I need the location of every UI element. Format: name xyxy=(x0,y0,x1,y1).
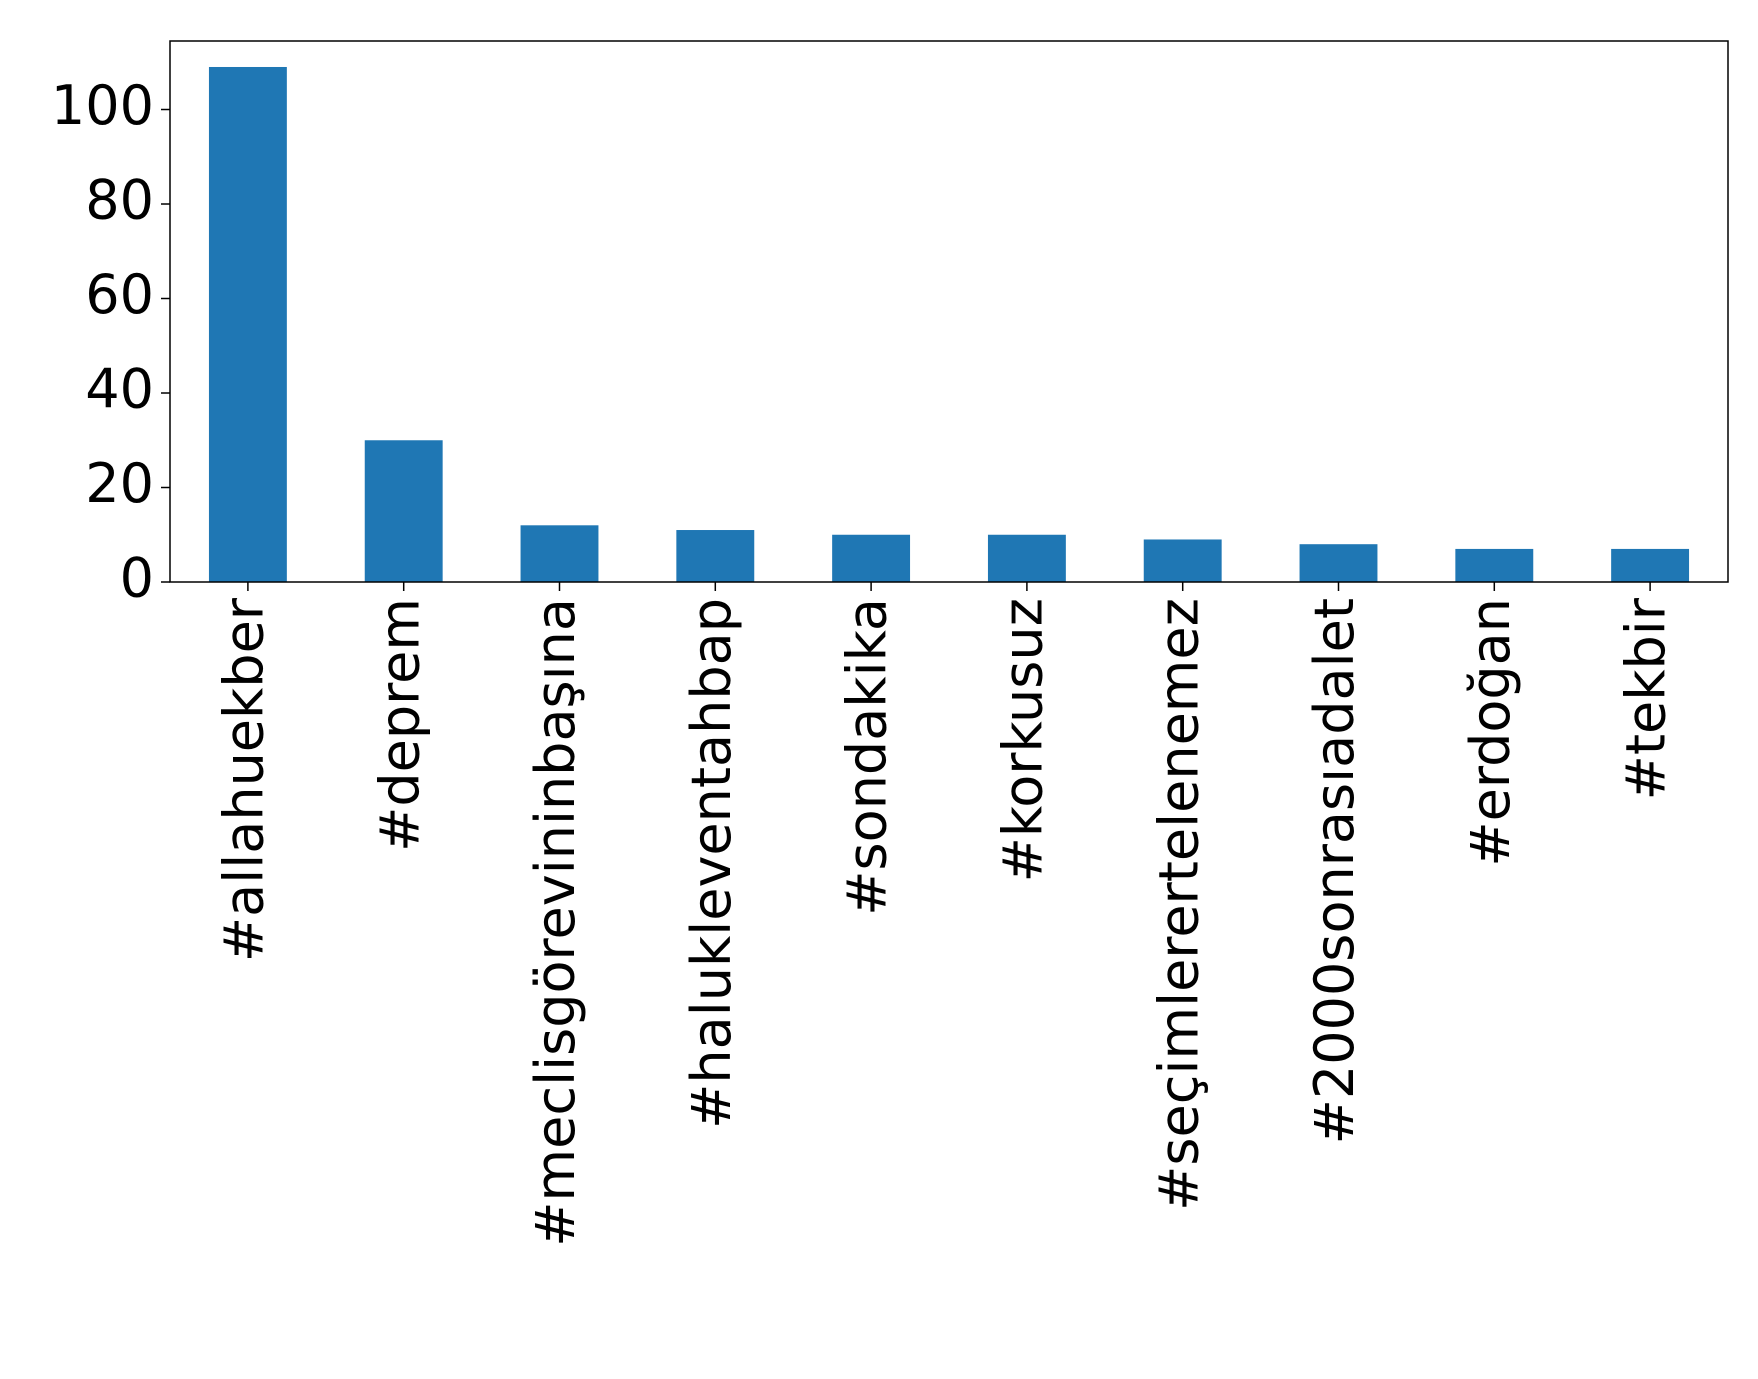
bar xyxy=(676,530,755,582)
bar xyxy=(208,66,287,583)
y-tick-label: 80 xyxy=(85,169,154,232)
y-tick-label: 40 xyxy=(85,358,154,421)
x-tick-label: #meclisgörevininbaşına xyxy=(524,598,587,1247)
bar xyxy=(520,525,599,582)
x-tick-label: #korkusuz xyxy=(992,598,1055,882)
bar xyxy=(987,534,1066,582)
x-tick-label: #deprem xyxy=(368,598,431,852)
y-tick-label: 0 xyxy=(120,547,154,610)
y-tick-label: 20 xyxy=(85,452,154,515)
x-tick-label: #seçimlerertelenemez xyxy=(1147,598,1210,1211)
bar xyxy=(832,534,911,582)
plot-frame xyxy=(169,40,1729,583)
bar xyxy=(364,440,443,582)
bar xyxy=(1143,539,1222,582)
y-tick-label: 100 xyxy=(51,74,154,137)
x-tick-label: #sondakika xyxy=(836,598,899,916)
x-tick-label: #2000sonrasıadalet xyxy=(1303,598,1366,1144)
bar xyxy=(1455,548,1534,582)
x-tick-label: #tekbir xyxy=(1615,597,1678,800)
x-tick-label: #erdoğan xyxy=(1459,598,1522,867)
bar xyxy=(1611,548,1690,582)
x-tick-label: #allahuekber xyxy=(213,597,276,962)
bar xyxy=(1299,544,1378,582)
y-tick-label: 60 xyxy=(85,263,154,326)
x-tick-label: #halukleventahbap xyxy=(680,598,743,1129)
